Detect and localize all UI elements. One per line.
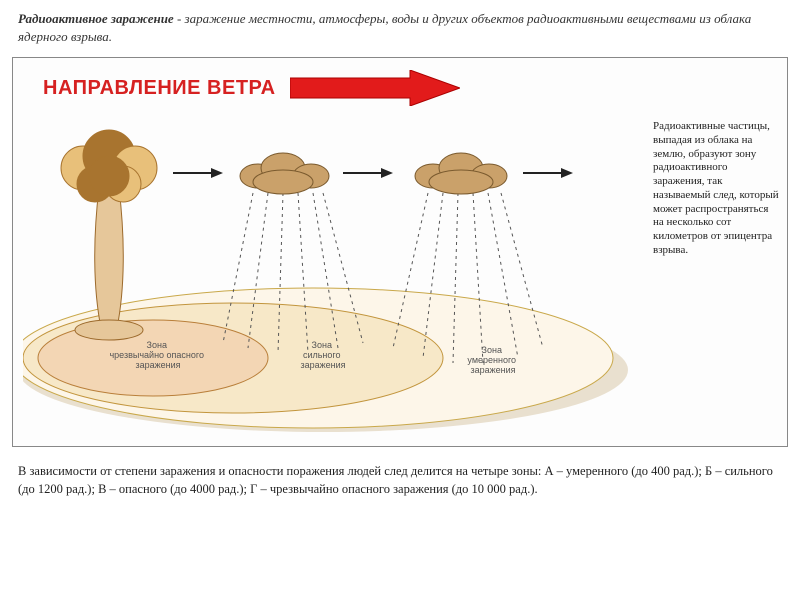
arrow-icon: [523, 168, 573, 178]
fallout-scene: Зона чрезвычайно опасного заражения Зона…: [23, 118, 643, 438]
wind-direction-row: НАПРАВЛЕНИЕ ВЕТРА: [43, 70, 460, 106]
arrow-icon: [343, 168, 393, 178]
wind-arrow-icon: [290, 70, 460, 106]
flow-arrows: [173, 168, 573, 178]
arrow-icon: [173, 168, 223, 178]
side-paragraph: Радиоактивные частицы, выпадая из облака…: [653, 120, 781, 258]
header-term: Радиоактивное заражение: [18, 11, 174, 26]
diagram-frame: НАПРАВЛЕНИЕ ВЕТРА Радиоактивные частицы,…: [12, 57, 788, 447]
header-definition: Радиоактивное заражение - заражение мест…: [0, 0, 800, 51]
wind-direction-label: НАПРАВЛЕНИЕ ВЕТРА: [43, 77, 276, 100]
footer-zones-text: В зависимости от степени заражения и опа…: [0, 447, 800, 498]
